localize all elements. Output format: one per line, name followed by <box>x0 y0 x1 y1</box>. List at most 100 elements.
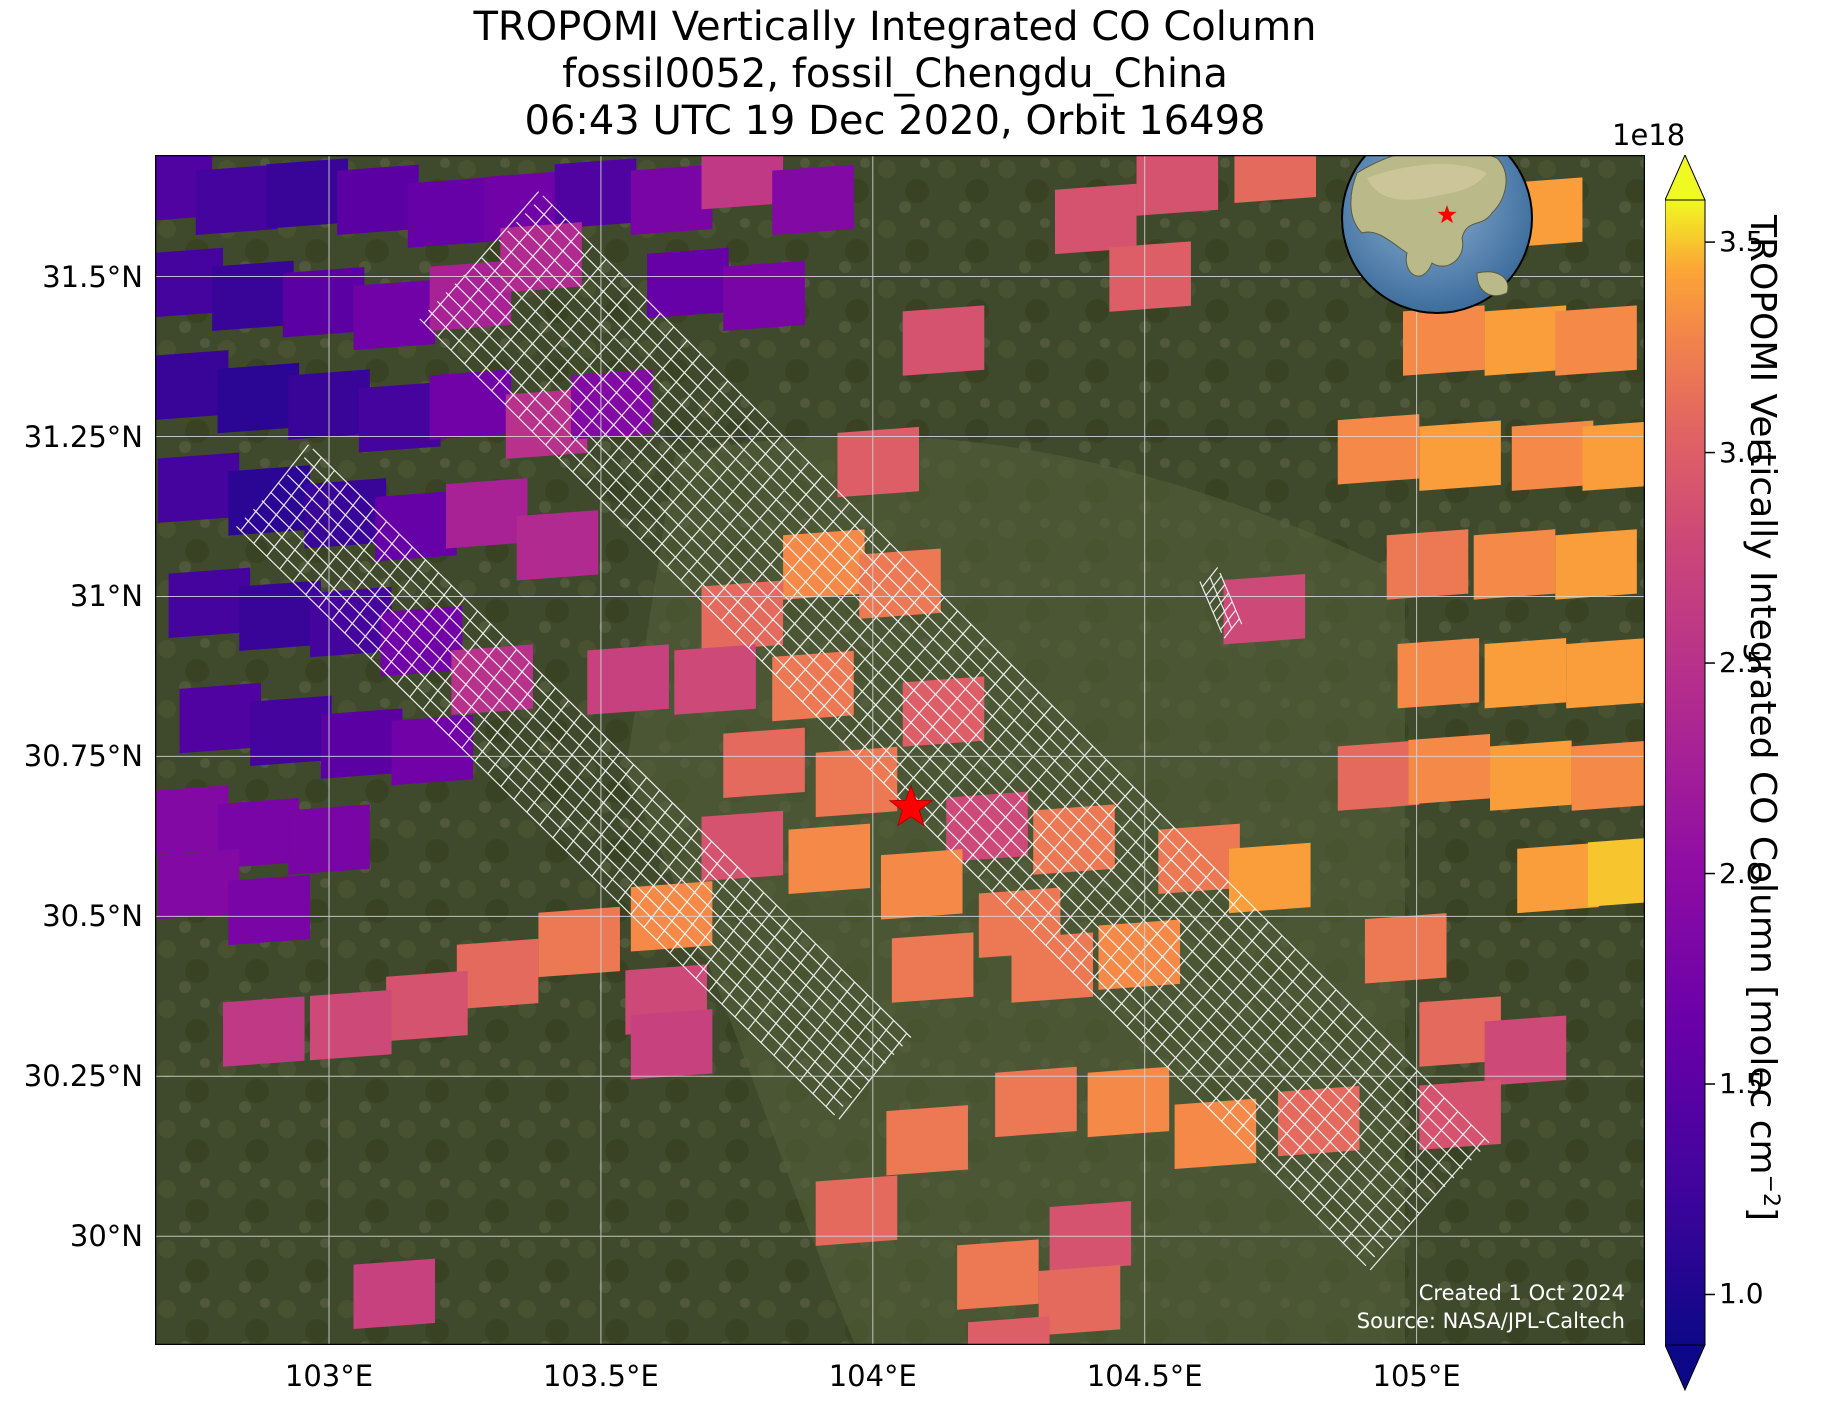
co-cell <box>250 695 332 766</box>
footprint-line <box>266 469 335 557</box>
footprint-line <box>489 248 1437 1196</box>
co-cell <box>1566 638 1645 709</box>
lat-tick-label: 31.5°N <box>42 259 143 294</box>
footprint-line <box>578 777 648 864</box>
co-cell <box>837 426 920 498</box>
map-panel[interactable]: Created 1 Oct 2024 Source: NASA/JPL-Calt… <box>155 155 1645 1345</box>
colorbar-exponent: 1e18 <box>1612 118 1686 152</box>
co-cell <box>1223 574 1306 645</box>
footprint-line <box>487 687 557 775</box>
co-cell <box>391 714 474 786</box>
co-cell <box>456 938 539 1010</box>
footprint-line <box>312 448 912 1038</box>
title-line-2: fossil0052, fossil_Chengdu_China <box>562 51 1228 97</box>
co-cell <box>957 1239 1039 1310</box>
co-cell <box>155 350 229 420</box>
co-cell <box>483 170 566 242</box>
co-cell <box>239 580 321 651</box>
co-cell <box>587 644 669 715</box>
footprint-line <box>244 517 844 1107</box>
co-cell <box>516 510 599 581</box>
site-marker-star <box>888 784 934 827</box>
co-cell <box>538 906 620 978</box>
footprint-line <box>507 230 1455 1179</box>
footprint-line <box>295 465 895 1056</box>
co-cell <box>554 158 637 229</box>
footprint-line <box>428 309 1376 1258</box>
co-cell <box>304 478 387 549</box>
co-cell <box>179 682 262 754</box>
co-cell <box>1484 305 1567 376</box>
footprint-line <box>396 597 466 685</box>
inset-globe <box>1341 155 1533 314</box>
footprint-line <box>409 610 479 698</box>
footprint-line <box>480 256 1428 1205</box>
co-cell <box>358 382 441 453</box>
footprint-line <box>542 195 1490 1144</box>
footprint-line <box>435 636 505 723</box>
co-cell <box>891 932 974 1003</box>
footprint-line <box>357 559 427 647</box>
co-cell <box>1054 183 1137 255</box>
lat-tick-label: 31.25°N <box>23 419 143 454</box>
graticule <box>155 155 1645 1345</box>
colorbar-title: TROPOMI Vertically Integrated CO Column … <box>1742 215 1783 1221</box>
footprint-line <box>253 457 322 544</box>
colorbar-title-close: ] <box>1742 1207 1783 1222</box>
footprint-line <box>526 725 596 813</box>
title-line-3: 06:43 UTC 19 Dec 2020, Orbit 16498 <box>524 98 1266 144</box>
co-cell <box>228 874 310 946</box>
co-cell <box>1386 529 1469 600</box>
co-cell <box>500 222 582 293</box>
footprint-line <box>1199 581 1223 633</box>
co-cell <box>157 849 240 920</box>
footprint-line <box>630 828 700 915</box>
footprint-line <box>445 292 1393 1240</box>
co-cell <box>195 164 278 235</box>
footprint-line <box>344 546 414 634</box>
co-cell <box>217 362 300 434</box>
colorbar-gradient <box>1665 199 1706 1346</box>
colorbar-min-extension <box>1665 1344 1706 1392</box>
globe-site-star <box>1437 205 1457 224</box>
footprint-line <box>539 738 609 826</box>
footprint-line <box>669 866 739 954</box>
footprint-line <box>448 649 518 736</box>
footprint-line <box>760 956 830 1043</box>
co-cell <box>1555 529 1637 600</box>
co-cell <box>1582 421 1645 491</box>
co-cell <box>1397 638 1480 709</box>
co-cell <box>445 478 528 549</box>
footprint-line <box>565 764 635 851</box>
co-cell <box>1038 1265 1121 1336</box>
title-line-1: TROPOMI Vertically Integrated CO Column <box>473 4 1317 50</box>
co-cell <box>902 305 985 376</box>
co-cell <box>320 708 403 779</box>
map-canvas[interactable] <box>155 155 1645 1345</box>
colorbar-bar <box>1665 155 1715 1392</box>
footprint-line <box>474 674 544 762</box>
lat-tick-label: 30°N <box>69 1219 143 1254</box>
co-cell <box>309 989 392 1061</box>
footprint-line <box>591 789 661 877</box>
footprint-line <box>524 213 1472 1161</box>
co-cell <box>788 823 871 894</box>
footprint-line <box>1209 577 1233 629</box>
colorbar-max-extension <box>1665 155 1706 201</box>
co-cell <box>1174 1098 1257 1170</box>
co-cell <box>155 785 229 855</box>
co-cell <box>282 266 365 338</box>
footprint-line <box>799 994 869 1082</box>
co-cell <box>1473 529 1556 600</box>
footprint-line <box>269 491 869 1082</box>
co-cell <box>815 1175 898 1246</box>
co-cell <box>630 164 713 235</box>
footprint-line <box>533 204 1481 1152</box>
co-cell <box>1011 932 1094 1003</box>
footprint-line <box>682 879 752 967</box>
footprint-line <box>812 1007 882 1095</box>
co-cell <box>1403 305 1485 376</box>
colorbar-title-text: TROPOMI Vertically Integrated CO Column … <box>1742 215 1783 1175</box>
lat-tick-label: 31°N <box>69 579 143 614</box>
co-cell <box>723 260 805 331</box>
